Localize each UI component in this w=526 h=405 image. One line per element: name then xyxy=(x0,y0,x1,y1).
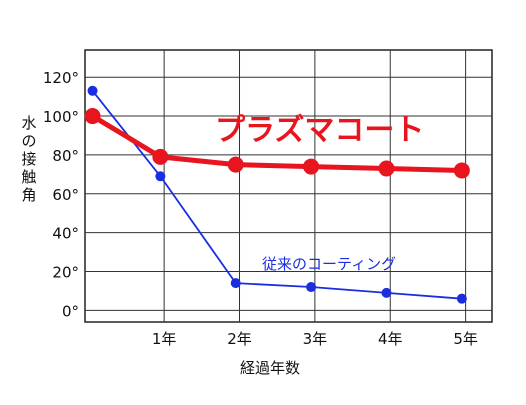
plot-area xyxy=(84,49,493,323)
plasma-coat-line xyxy=(90,113,465,173)
plasma-coat-point xyxy=(453,162,470,179)
series-label-conventional-coating: 従来のコーティング xyxy=(262,255,396,273)
y-tick-label: 60° xyxy=(52,186,79,204)
conventional-coating-point xyxy=(87,85,98,96)
series-layer xyxy=(84,85,470,304)
y-tick-label: 100° xyxy=(43,108,79,126)
grid-lines xyxy=(85,50,492,322)
x-tick-label: 1年 xyxy=(152,330,177,348)
x-tick-label: 5年 xyxy=(453,330,478,348)
x-tick-labels: 1年 2年 3年 4年 5年 xyxy=(152,330,478,348)
y-tick-label: 120° xyxy=(43,69,79,87)
x-tick-label: 3年 xyxy=(303,330,328,348)
plasma-coat-point xyxy=(84,108,101,125)
conventional-coating-point xyxy=(155,171,166,182)
plasma-coat-point xyxy=(303,158,320,175)
y-tick-label: 40° xyxy=(52,225,79,243)
series-label-plasma-coat: プラズマコート xyxy=(215,113,424,148)
conventional-coating-point xyxy=(456,293,467,304)
conventional-coating-point xyxy=(230,278,241,289)
plasma-coat-point xyxy=(378,160,395,177)
y-tick-label: 80° xyxy=(52,147,79,165)
y-tick-labels: 0° 20° 40° 60° 80° 100° 120° xyxy=(43,69,79,320)
conventional-coating-point xyxy=(306,282,317,293)
plasma-coat-point xyxy=(152,148,169,165)
x-tick-label: 4年 xyxy=(378,330,403,348)
x-axis-title: 経過年数 xyxy=(240,359,300,377)
conventional-coating-line xyxy=(91,89,463,300)
plasma-coat-point xyxy=(227,156,244,173)
x-tick-label: 2年 xyxy=(227,330,252,348)
y-tick-label: 20° xyxy=(52,263,79,281)
conventional-coating-point xyxy=(381,287,392,298)
y-tick-label: 0° xyxy=(62,302,79,320)
y-axis-title: 水の接触角 xyxy=(21,114,36,204)
